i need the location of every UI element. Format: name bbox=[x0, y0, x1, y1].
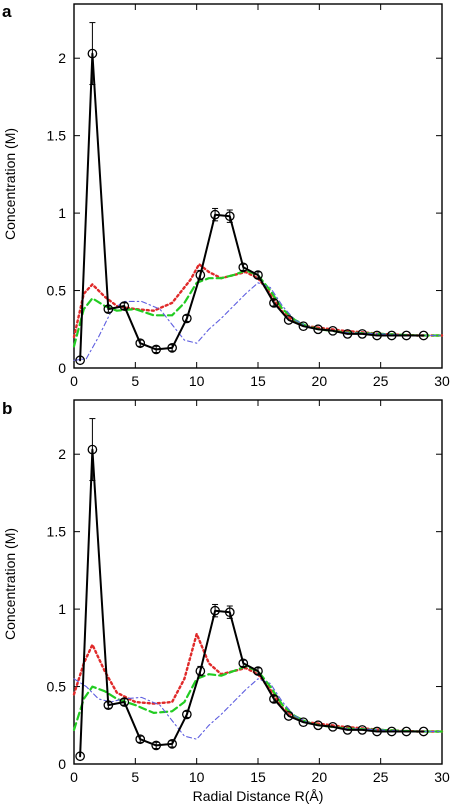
panel-a-frame bbox=[73, 3, 443, 369]
panel-b-data-point bbox=[418, 726, 429, 737]
panel-a-xtick-label: 30 bbox=[434, 373, 450, 389]
panel-a-data-point bbox=[103, 304, 114, 314]
panel-a-ytick-label: 1 bbox=[58, 205, 66, 221]
panel-a-data-point bbox=[75, 355, 85, 366]
panel-b-y-ticks: 0 0.5 1 1.5 2 bbox=[47, 446, 442, 772]
panel-a: a Concentration (M) 0 0.5 1 1.5 2 0 5 10 15 20 25… bbox=[2, 2, 450, 389]
panel-a-data-point bbox=[195, 270, 206, 280]
panel-b-ytick-label: 1.5 bbox=[47, 524, 67, 540]
panel-b-data-point bbox=[269, 694, 279, 704]
panel-b-data-point bbox=[238, 658, 249, 669]
panel-b-ytick-label: 2 bbox=[58, 446, 66, 462]
panel-b-data-point bbox=[313, 720, 323, 731]
panel-b-series-line-dotted bbox=[72, 632, 444, 733]
panel-a-xtick-label: 10 bbox=[189, 373, 205, 389]
x-axis-label: Radial Distance R(Å) bbox=[193, 788, 324, 804]
panel-b-series-line-dashed bbox=[72, 665, 444, 733]
panel-b-data-point bbox=[357, 725, 368, 735]
panel-a-ylabel: Concentration (M) bbox=[2, 128, 18, 240]
panel-a-data-point bbox=[224, 211, 235, 222]
panel-a-data-point bbox=[372, 330, 382, 341]
panel-b-data-point bbox=[103, 700, 114, 710]
panel-b-ylabel: Concentration (M) bbox=[2, 528, 18, 640]
panel-a-xtick-label: 20 bbox=[312, 373, 328, 389]
panel-b-data-point bbox=[119, 697, 130, 707]
panel-b-data-point bbox=[253, 666, 263, 676]
panel-a-xtick-label: 0 bbox=[70, 373, 78, 389]
panel-b-data-point bbox=[195, 666, 206, 676]
panel-b-ytick-label: 1 bbox=[58, 601, 66, 617]
panel-b-xtick-label: 0 bbox=[70, 769, 78, 785]
panel-b-xtick-label: 25 bbox=[373, 769, 389, 785]
panel-a-data-point bbox=[119, 301, 130, 311]
panel-b-data-point bbox=[401, 726, 412, 737]
panel-a-ytick-label: 0 bbox=[58, 360, 66, 376]
panel-b-frame bbox=[73, 399, 443, 765]
panel-b-xtick-label: 5 bbox=[131, 769, 139, 785]
panel-b: b Concentration (M) 0 0.5 1 1.5 2 0 5 10 15 20 25… bbox=[2, 399, 450, 785]
panel-b-data-point bbox=[372, 726, 382, 737]
panel-b-ytick-label: 0 bbox=[58, 756, 66, 772]
panel-a-data-point bbox=[269, 298, 279, 308]
panel-b-data-point bbox=[224, 607, 235, 618]
panel-b-data-point bbox=[167, 739, 177, 749]
panel-a-series-line-dashdot bbox=[73, 282, 443, 361]
panel-b-data-point bbox=[87, 444, 98, 455]
panel-a-xtick-label: 15 bbox=[250, 373, 266, 389]
panel-a-data-point bbox=[182, 313, 192, 324]
panel-b-ytick-label: 0.5 bbox=[47, 679, 67, 695]
panel-b-series bbox=[72, 418, 444, 762]
panel-b-data-point bbox=[283, 711, 294, 721]
panel-b-data-point bbox=[327, 721, 338, 732]
panel-a-data-point bbox=[167, 343, 177, 353]
panel-a-data-point bbox=[418, 330, 429, 341]
panel-a-y-ticks: 0 0.5 1 1.5 2 bbox=[47, 50, 442, 376]
panel-a-data-point bbox=[386, 330, 397, 341]
panel-b-xtick-label: 30 bbox=[434, 769, 450, 785]
panel-a-data-point bbox=[87, 48, 98, 59]
panel-a-data-point bbox=[210, 209, 220, 220]
panel-b-xtick-label: 20 bbox=[312, 769, 328, 785]
panel-a-data-point bbox=[253, 270, 263, 280]
panel-b-data-point bbox=[135, 734, 146, 745]
panel-a-ytick-label: 1.5 bbox=[47, 128, 67, 144]
panel-b-data-point bbox=[386, 726, 397, 737]
panel-b-data-point bbox=[151, 740, 162, 751]
panel-b-data-point bbox=[210, 605, 220, 616]
panel-b-data-point bbox=[75, 751, 85, 762]
panel-a-data-point bbox=[327, 325, 338, 336]
panel-b-xtick-label: 10 bbox=[189, 769, 205, 785]
panel-a-x-ticks: 0 5 10 15 20 25 30 bbox=[70, 4, 450, 389]
panel-a-data-point bbox=[298, 321, 309, 332]
panel-a-ytick-label: 2 bbox=[58, 50, 66, 66]
panel-a-data-point bbox=[135, 338, 146, 349]
panel-a-data-point bbox=[313, 324, 323, 335]
panel-a-data-point bbox=[151, 344, 162, 355]
panel-b-data-point bbox=[182, 709, 192, 720]
panel-a-data-point bbox=[401, 330, 412, 341]
panel-a-data-point bbox=[238, 262, 249, 273]
panel-a-series bbox=[72, 22, 444, 366]
panel-b-data-point bbox=[342, 725, 353, 735]
panel-b-x-ticks: 0 5 10 15 20 25 30 bbox=[70, 400, 450, 785]
panel-b-data-point bbox=[298, 717, 309, 728]
panel-a-xtick-label: 5 bbox=[131, 373, 139, 389]
panel-a-xtick-label: 25 bbox=[373, 373, 389, 389]
panel-b-series-line-solid bbox=[79, 448, 425, 758]
panel-a-data-point bbox=[342, 329, 353, 339]
panel-b-xtick-label: 15 bbox=[250, 769, 266, 785]
panel-a-ytick-label: 0.5 bbox=[47, 283, 67, 299]
panel-a-series-line-solid bbox=[79, 52, 425, 362]
panel-b-label: b bbox=[2, 399, 12, 418]
panel-a-data-point bbox=[357, 329, 368, 339]
panel-a-label: a bbox=[2, 2, 12, 21]
panel-a-data-point bbox=[283, 315, 294, 325]
